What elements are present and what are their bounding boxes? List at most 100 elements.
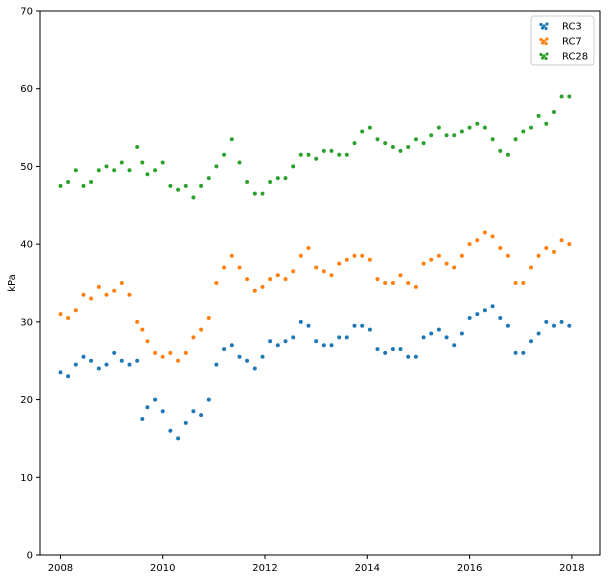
data-point-rc3 (490, 304, 495, 309)
data-point-rc28 (183, 183, 188, 188)
data-point-rc7 (140, 327, 145, 332)
data-point-rc28 (66, 180, 71, 184)
data-point-rc28 (498, 148, 503, 153)
data-point-rc7 (529, 265, 533, 270)
data-point-rc3 (135, 358, 140, 363)
legend-marker (544, 41, 548, 46)
data-point-rc3 (291, 335, 296, 340)
data-point-rc28 (260, 191, 265, 196)
data-point-rc7 (429, 257, 434, 262)
data-point-rc28 (467, 125, 472, 130)
data-point-rc7 (490, 234, 495, 239)
data-point-rc7 (352, 253, 357, 258)
data-point-rc3 (145, 405, 150, 410)
legend-marker (545, 37, 549, 41)
data-point-rc7 (421, 261, 426, 266)
data-point-rc7 (112, 288, 117, 293)
data-point-rc7 (482, 230, 487, 235)
data-point-rc28 (375, 137, 380, 142)
data-point-rc28 (73, 168, 78, 173)
data-point-rc3 (521, 350, 526, 355)
data-point-rc28 (283, 176, 288, 181)
data-point-rc28 (398, 148, 403, 153)
data-point-rc28 (344, 152, 349, 157)
data-point-rc7 (168, 350, 173, 355)
data-point-rc3 (283, 339, 288, 344)
data-point-rc28 (140, 160, 145, 165)
data-point-rc7 (383, 281, 388, 285)
y-tick-label: 20 (20, 395, 33, 406)
data-point-rc7 (127, 292, 132, 297)
data-point-rc7 (183, 350, 188, 355)
data-point-rc28 (505, 152, 510, 157)
data-point-rc7 (81, 292, 86, 297)
data-point-rc3 (222, 347, 227, 352)
data-point-rc28 (475, 121, 480, 126)
data-point-rc3 (406, 354, 411, 359)
data-point-rc7 (145, 339, 150, 344)
legend-label: RC7 (562, 37, 582, 48)
data-point-rc7 (536, 253, 541, 258)
data-point-rc3 (383, 350, 388, 355)
legend-item-rc28: RC28 (539, 52, 588, 63)
data-point-rc7 (222, 265, 227, 270)
data-point-rc3 (168, 428, 173, 433)
data-point-rc28 (521, 129, 526, 134)
data-point-rc3 (375, 347, 380, 352)
data-point-rc7 (135, 319, 140, 324)
data-point-rc3 (529, 339, 533, 344)
data-point-rc7 (498, 246, 503, 250)
y-tick-label: 40 (20, 240, 33, 251)
data-point-rc3 (467, 316, 472, 320)
legend-marker (545, 52, 549, 56)
data-point-rc7 (291, 269, 296, 274)
data-point-rc28 (191, 195, 196, 200)
x-tick-label: 2018 (559, 563, 584, 574)
data-point-rc7 (375, 277, 380, 282)
data-point-rc28 (275, 176, 280, 181)
data-point-rc3 (367, 327, 372, 332)
data-point-rc3 (66, 374, 71, 379)
data-point-rc3 (390, 347, 395, 352)
plot-area-frame (39, 10, 601, 556)
data-point-rc3 (436, 327, 441, 332)
data-point-rc7 (160, 354, 165, 359)
data-point-rc28 (482, 125, 487, 130)
series-rc7 (58, 230, 572, 363)
data-point-rc7 (206, 316, 211, 320)
data-point-rc28 (306, 152, 311, 157)
data-point-rc28 (352, 141, 357, 146)
data-point-rc7 (321, 269, 326, 274)
data-point-rc28 (237, 160, 242, 165)
data-point-rc28 (544, 121, 549, 126)
data-point-rc28 (490, 137, 495, 142)
data-point-rc3 (306, 323, 311, 328)
data-point-rc7 (413, 284, 418, 289)
legend-marker (540, 26, 545, 30)
data-point-rc3 (73, 362, 78, 367)
data-point-rc3 (536, 331, 541, 336)
data-point-rc7 (252, 288, 257, 293)
data-point-rc28 (314, 156, 319, 161)
data-point-rc7 (66, 316, 71, 320)
data-point-rc7 (459, 253, 464, 258)
data-point-rc28 (268, 180, 273, 184)
data-point-rc7 (104, 292, 109, 297)
data-point-rc7 (475, 238, 480, 243)
data-point-rc28 (206, 176, 211, 181)
data-point-rc28 (160, 160, 165, 165)
x-tick-label: 2012 (252, 563, 277, 574)
data-point-rc3 (119, 358, 124, 363)
data-point-rc3 (329, 343, 334, 348)
y-tick-label: 50 (20, 162, 33, 173)
data-point-rc7 (360, 253, 365, 258)
data-point-rc3 (298, 319, 303, 324)
data-point-rc28 (252, 191, 257, 196)
data-point-rc28 (127, 168, 132, 173)
data-point-rc3 (58, 370, 63, 375)
data-point-rc3 (498, 316, 503, 320)
series-rc28 (58, 94, 572, 200)
y-axis-label: kPa (7, 274, 18, 292)
